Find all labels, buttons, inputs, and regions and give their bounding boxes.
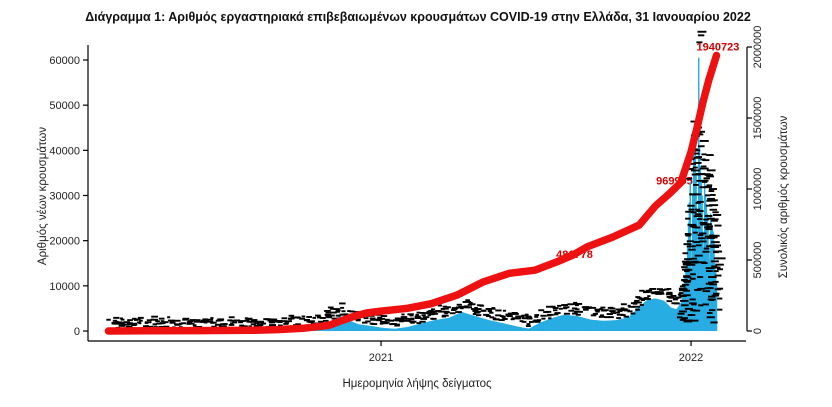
x-tick-label: 2021	[369, 352, 393, 364]
y-right-tick-label: 2000000	[752, 26, 764, 69]
y-left-tick-label: 20000	[49, 236, 80, 248]
y-right-axis-title: Συνολικός αριθμός κρουσμάτων	[778, 115, 790, 278]
x-axis-title: Ημερομηνία λήψης δείγματος	[342, 378, 492, 390]
point-value-labels	[106, 30, 726, 331]
y-left-axis-title: Αριθμός νέων κρουσμάτων	[37, 127, 49, 265]
x-tick-label: 2022	[679, 352, 703, 364]
cumulative-cases-line	[104, 51, 721, 335]
daily-cases-bars	[107, 57, 718, 332]
y-left-tick-label: 40000	[49, 145, 80, 157]
chart-title: Διάγραμμα 1: Αριθμός εργαστηριακά επιβεβ…	[85, 10, 751, 24]
y-left-tick-label: 10000	[49, 281, 80, 293]
y-left-tick-label: 0	[74, 326, 80, 338]
plot-area: 0 10000 20000 30000 40000 50000 60000 0 500000 10…	[49, 26, 764, 364]
y-right-tick-label: 500000	[752, 242, 764, 279]
y-right-tick-label: 1000000	[752, 168, 764, 211]
y-left-tick-label: 50000	[49, 100, 80, 112]
y-left-tick-label: 60000	[49, 55, 80, 67]
y-right-tick-label: 1500000	[752, 97, 764, 140]
y-right-tick-label: 0	[752, 328, 764, 334]
y-left-tick-label: 30000	[49, 191, 80, 203]
cumulative-annotation: 1940723	[697, 41, 740, 53]
